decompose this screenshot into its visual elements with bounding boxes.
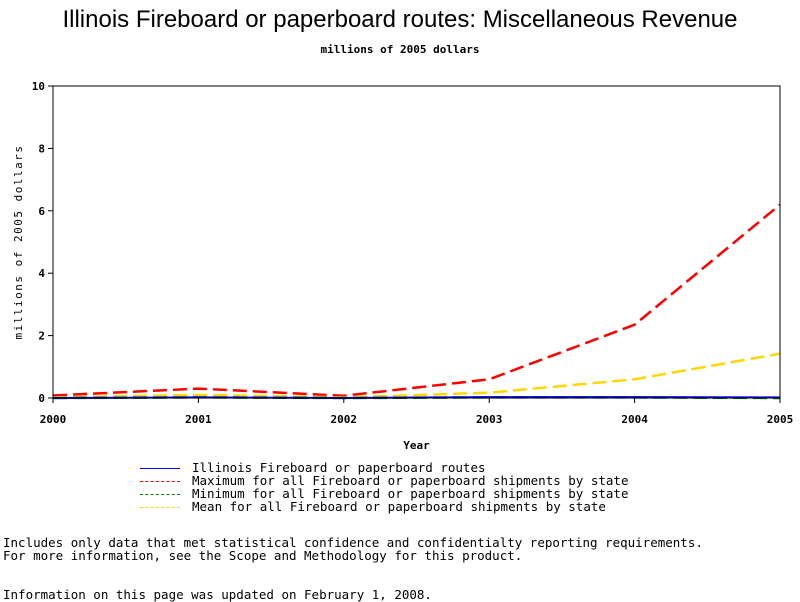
legend-swatch-maximum — [140, 481, 180, 482]
chart-subtitle: millions of 2005 dollars — [320, 43, 480, 56]
x-tick-label-2003: 2003 — [476, 413, 503, 426]
legend-swatch-minimum — [140, 494, 180, 495]
x-axis-label: Year — [403, 439, 430, 452]
footnotes: Includes only data that met statistical … — [3, 536, 703, 562]
legend-item-mean: Mean for all Fireboard or paperboard shi… — [140, 500, 629, 513]
legend-label-illinois: Illinois Fireboard or paperboard routes — [192, 460, 486, 475]
x-tick-label-2002: 2002 — [331, 413, 358, 426]
legend-swatch-mean — [140, 507, 180, 508]
y-axis-label: millions of 2005 dollars — [12, 145, 25, 340]
x-tick-label-2004: 2004 — [621, 413, 648, 426]
x-tick-label-2000: 2000 — [40, 413, 67, 426]
footnote-confidence: Includes only data that met statistical … — [3, 535, 703, 550]
series-line-maximum — [52, 203, 781, 398]
series-line-mean — [52, 352, 781, 399]
legend-swatch-illinois — [140, 468, 180, 469]
line-chart: 0 2 4 6 8 10 2000 2001 2002 2003 2004 2005 Year milli… — [12, 80, 794, 452]
y-tick-label-4: 4 — [38, 267, 45, 280]
legend-item-maximum: Maximum for all Fireboard or paperboard … — [140, 474, 629, 487]
y-tick-label-8: 8 — [38, 142, 45, 155]
y-tick-label-2: 2 — [38, 330, 45, 343]
x-tick-label-2001: 2001 — [185, 413, 212, 426]
x-tick-label-2005: 2005 — [767, 413, 794, 426]
chart-legend: Illinois Fireboard or paperboard routes … — [140, 461, 629, 513]
y-tick-label-0: 0 — [38, 392, 45, 405]
footnote-methodology: For more information, see the Scope and … — [3, 548, 523, 563]
legend-label-mean: Mean for all Fireboard or paperboard shi… — [192, 499, 606, 514]
plot-frame — [52, 85, 781, 399]
legend-item-illinois: Illinois Fireboard or paperboard routes — [140, 461, 629, 474]
legend-label-maximum: Maximum for all Fireboard or paperboard … — [192, 473, 629, 488]
chart-title: Illinois Fireboard or paperboard routes:… — [62, 6, 738, 33]
legend-item-minimum: Minimum for all Fireboard or paperboard … — [140, 487, 629, 500]
y-tick-label-10: 10 — [32, 80, 45, 93]
legend-label-minimum: Minimum for all Fireboard or paperboard … — [192, 486, 629, 501]
update-note: Information on this page was updated on … — [3, 587, 432, 602]
y-tick-label-6: 6 — [38, 205, 45, 218]
